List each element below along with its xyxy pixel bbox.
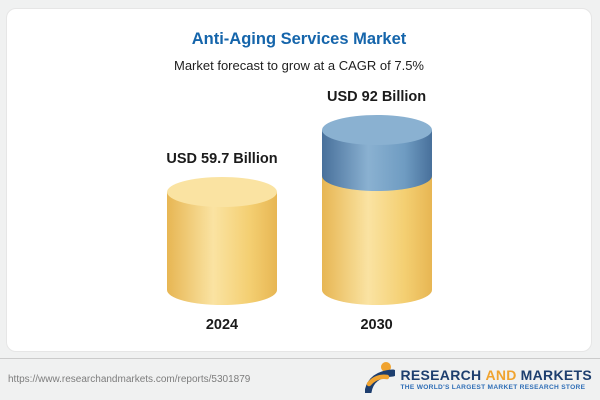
cylinder-2024-body [166,192,277,305]
cylinder-2030 [321,115,432,305]
chart-card: Anti-Aging Services Market Market foreca… [6,8,592,352]
brand-name: RESEARCH AND MARKETS [400,368,592,382]
category-label-2030: 2030 [360,317,393,333]
bar-group-2030: USD 92 Billion 2030 [321,89,432,333]
report-url: https://www.researchandmarkets.com/repor… [8,374,251,385]
value-label-2024: USD 59.7 Billion [166,151,278,167]
chart-title: Anti-Aging Services Market [191,30,407,48]
brand-text: RESEARCH AND MARKETS THE WORLD'S LARGEST M… [400,368,592,392]
value-label-2030: USD 92 Billion [327,89,427,105]
brand-tagline: THE WORLD'S LARGEST MARKET RESEARCH STOR… [400,383,586,391]
cylinder-2024 [166,177,277,305]
brand-word-and: AND [485,366,517,383]
chart-subtitle: Market forecast to grow at a CAGR of 7.5… [174,58,424,73]
cylinder-2030-top-ellipse [321,115,432,145]
researchandmarkets-logo: RESEARCH AND MARKETS THE WORLD'S LARGEST M… [364,361,592,398]
cylinder-2024-top-ellipse [166,177,277,207]
footer: https://www.researchandmarkets.com/repor… [0,358,600,400]
chart-area: USD 59.7 Billion 2024 USD 92 Billion 203… [7,89,591,333]
researchandmarkets-logo-mark-icon [364,361,397,398]
category-label-2024: 2024 [205,317,239,333]
bar-group-2024: USD 59.7 Billion 2024 [166,151,277,333]
brand-word-research: RESEARCH [400,366,482,383]
brand-word-markets: MARKETS [520,366,592,383]
